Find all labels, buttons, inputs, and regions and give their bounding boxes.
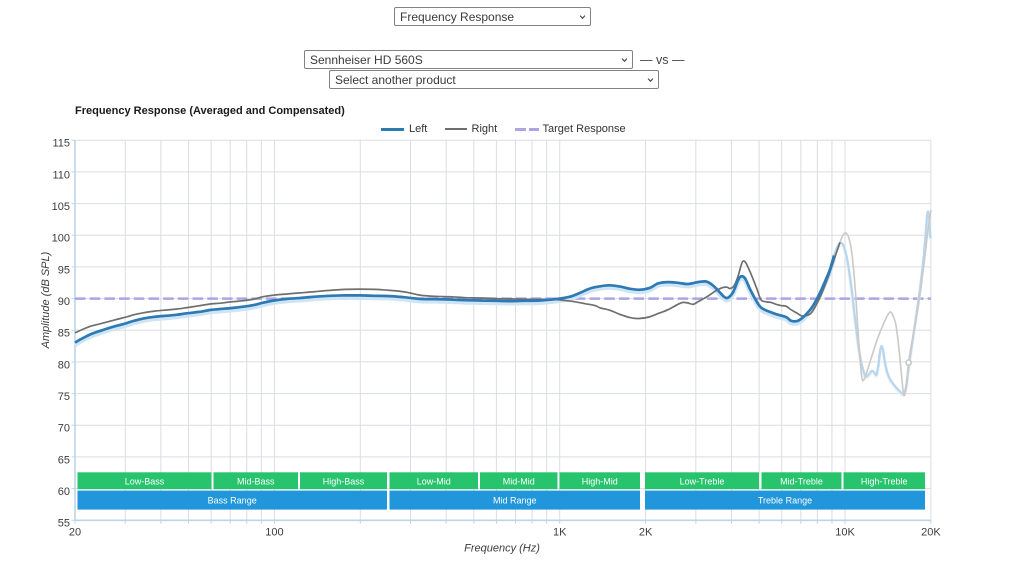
svg-text:100: 100 xyxy=(265,527,283,539)
svg-text:70: 70 xyxy=(58,423,70,435)
svg-text:85: 85 xyxy=(58,328,70,340)
svg-text:Mid Range: Mid Range xyxy=(493,496,537,506)
svg-text:Mid-Treble: Mid-Treble xyxy=(780,477,823,487)
svg-text:High-Bass: High-Bass xyxy=(323,477,365,487)
svg-text:100: 100 xyxy=(52,233,70,245)
svg-text:High-Treble: High-Treble xyxy=(861,477,908,487)
svg-text:Low-Treble: Low-Treble xyxy=(680,477,725,487)
svg-text:55: 55 xyxy=(58,518,70,530)
svg-text:Mid-Mid: Mid-Mid xyxy=(503,477,535,487)
svg-text:Low-Bass: Low-Bass xyxy=(125,477,165,487)
svg-text:High-Mid: High-Mid xyxy=(582,477,618,487)
svg-text:75: 75 xyxy=(58,391,70,403)
svg-text:Amplitude (dB SPL): Amplitude (dB SPL) xyxy=(40,251,52,349)
svg-text:115: 115 xyxy=(52,138,70,150)
svg-text:Frequency (Hz): Frequency (Hz) xyxy=(464,543,540,555)
svg-text:1K: 1K xyxy=(553,527,567,539)
svg-text:90: 90 xyxy=(58,296,70,308)
svg-text:Mid-Bass: Mid-Bass xyxy=(237,477,275,487)
svg-text:60: 60 xyxy=(58,486,70,498)
svg-text:10K: 10K xyxy=(835,527,855,539)
svg-text:20K: 20K xyxy=(921,527,941,539)
svg-text:Treble Range: Treble Range xyxy=(758,496,812,506)
svg-text:80: 80 xyxy=(58,359,70,371)
svg-text:20: 20 xyxy=(69,527,81,539)
svg-text:105: 105 xyxy=(52,201,70,213)
svg-text:95: 95 xyxy=(58,264,70,276)
svg-text:2K: 2K xyxy=(639,527,653,539)
svg-text:Bass Range: Bass Range xyxy=(208,496,257,506)
svg-text:65: 65 xyxy=(58,454,70,466)
svg-text:110: 110 xyxy=(52,169,70,181)
svg-text:Low-Mid: Low-Mid xyxy=(417,477,451,487)
